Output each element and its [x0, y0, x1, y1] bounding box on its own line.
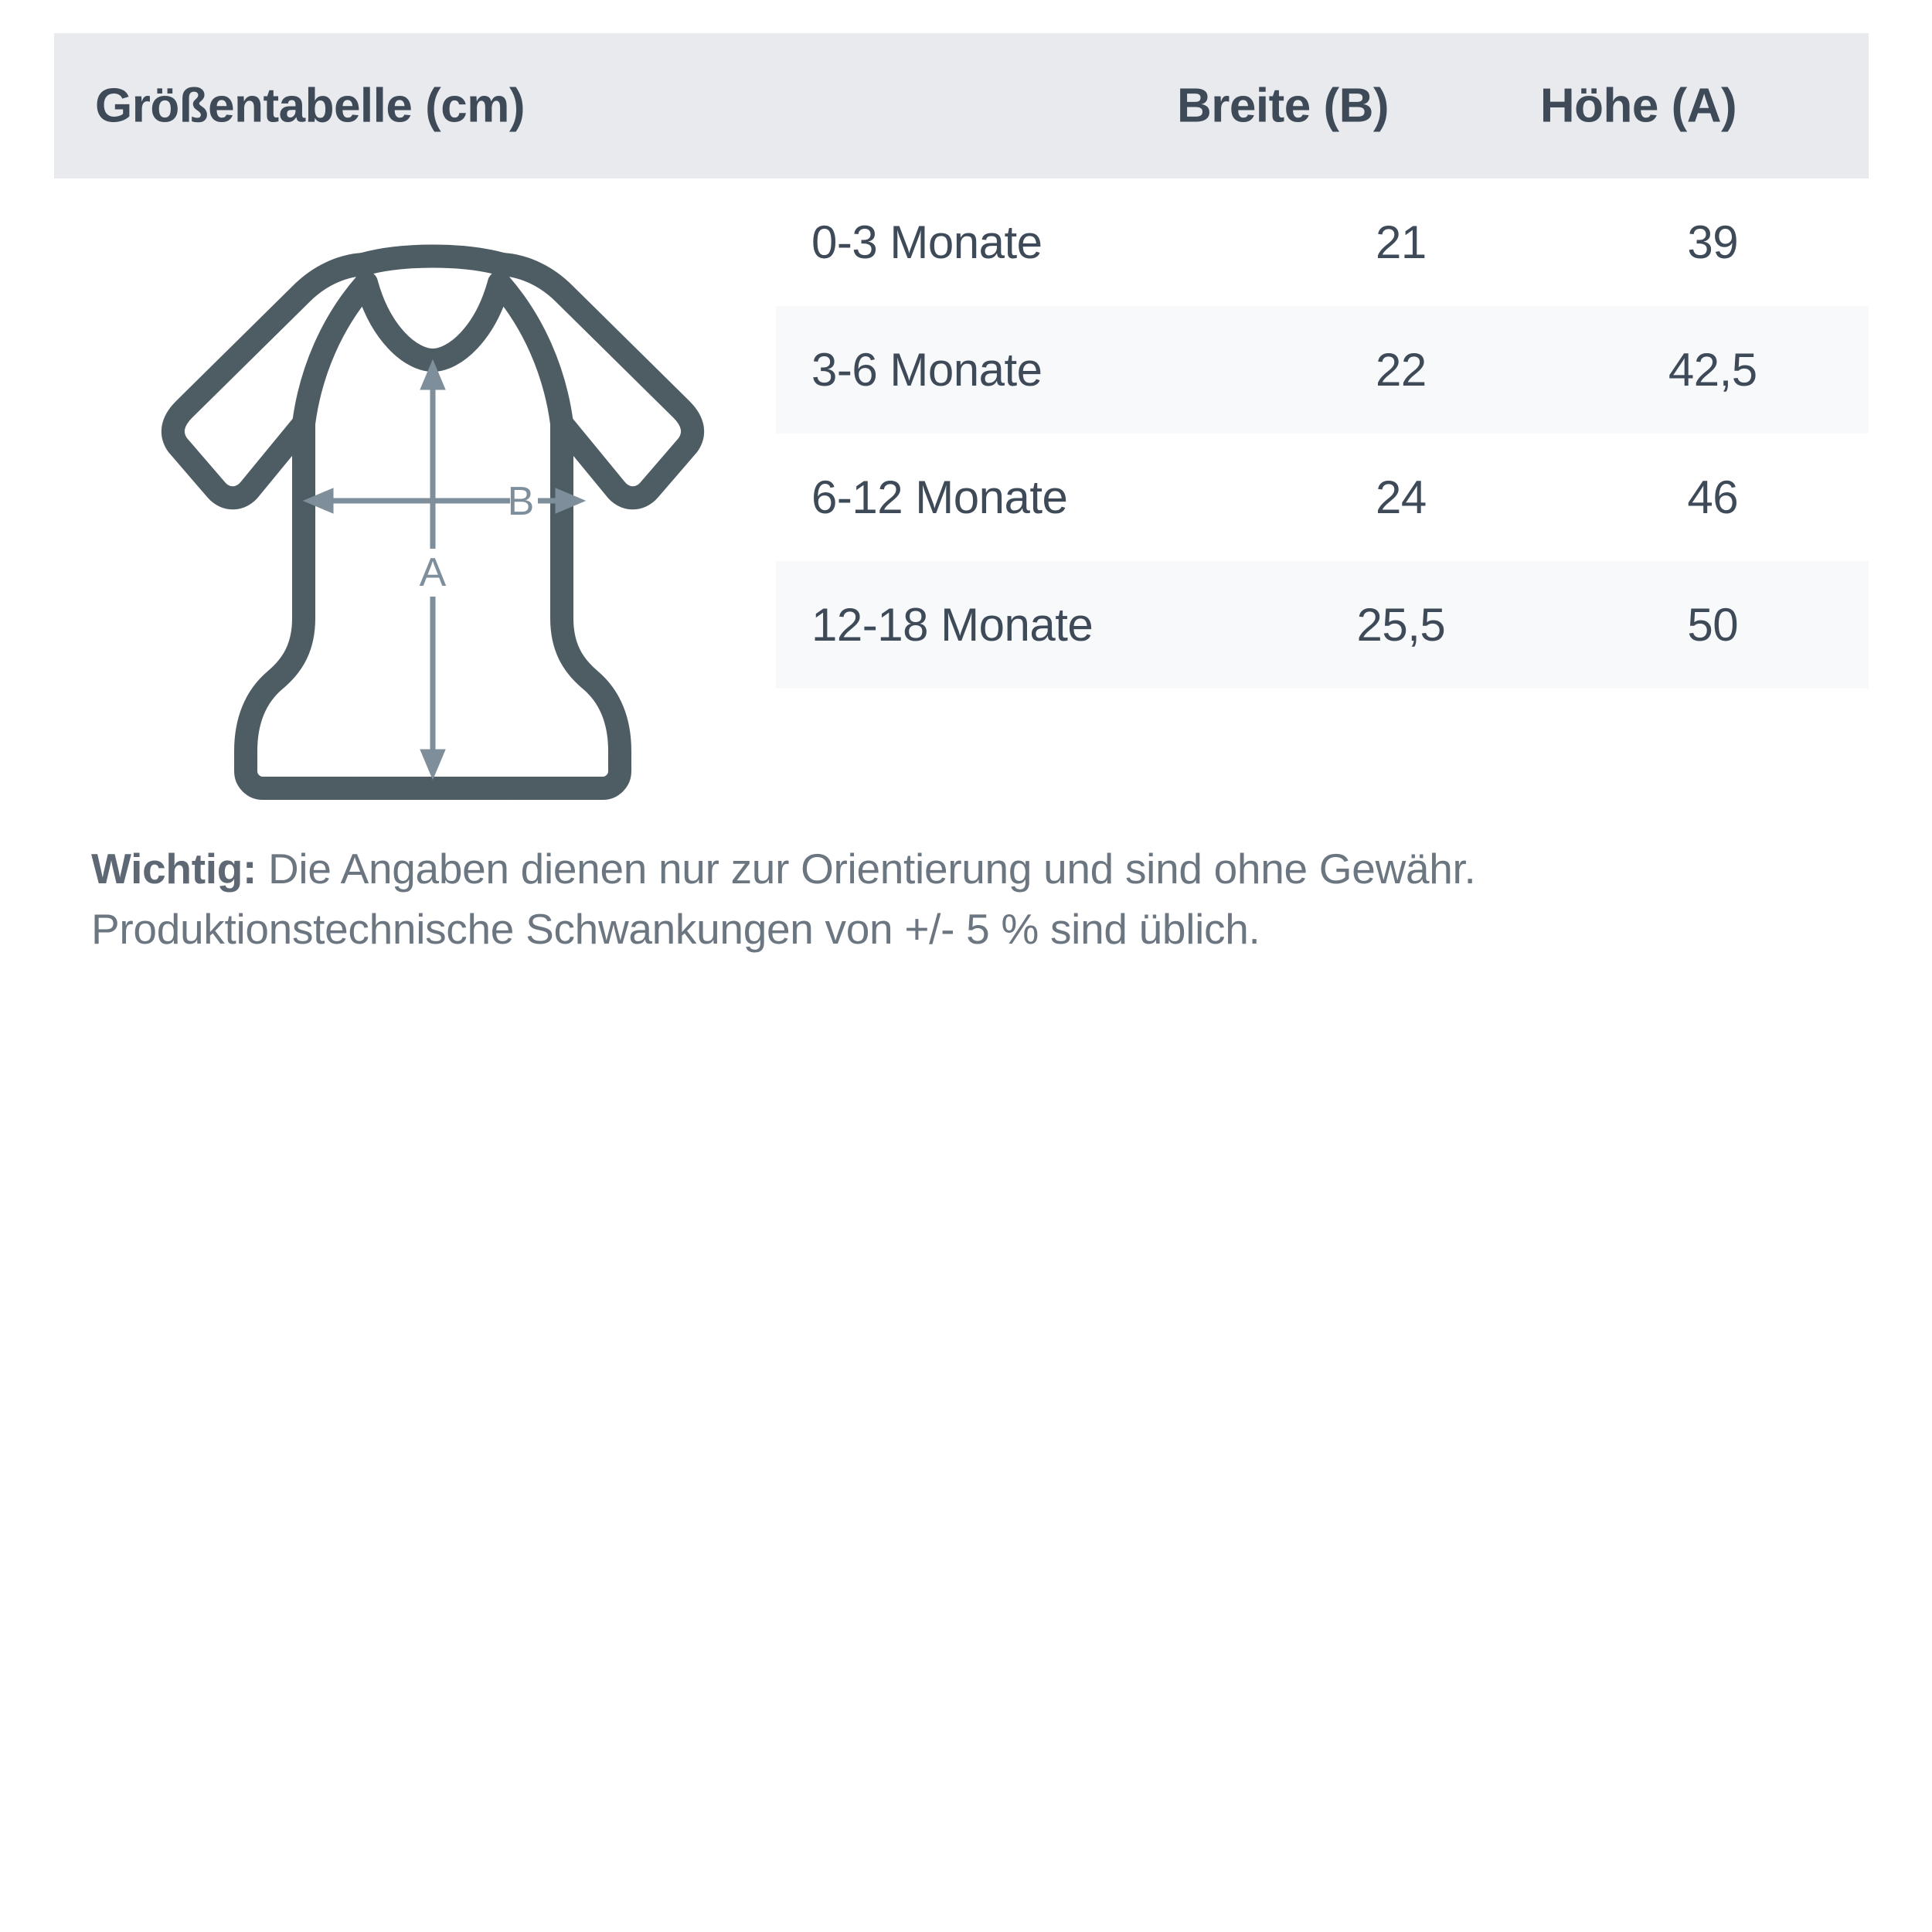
disclaimer-note: Wichtig: Die Angaben dienen nur zur Orie… — [91, 838, 1853, 959]
dimension-label-width: B — [508, 479, 535, 524]
cell-width: 22 — [1375, 344, 1427, 396]
table-header-band: Größentabelle (cm) Breite (B) Höhe (A) — [54, 33, 1869, 179]
size-table: 0-3 Monate 21 39 3-6 Monate 22 42,5 6-12… — [776, 179, 1869, 689]
table-row: 12-18 Monate 25,5 50 — [776, 561, 1869, 689]
cell-size: 3-6 Monate — [811, 344, 1043, 396]
disclaimer-lead: Wichtig: — [91, 845, 257, 893]
cell-width: 24 — [1375, 471, 1427, 523]
table-row: 3-6 Monate 22 42,5 — [776, 306, 1869, 434]
disclaimer-line-1: Die Angaben dienen nur zur Orientierung … — [257, 845, 1476, 893]
column-header-height: Höhe (A) — [1539, 79, 1737, 133]
baby-bodysuit-icon: B A — [108, 216, 757, 804]
cell-height: 39 — [1687, 216, 1739, 268]
dimension-label-height: A — [420, 550, 447, 595]
disclaimer-line-2: Produktionstechnische Schwankungen von +… — [91, 905, 1260, 954]
cell-height: 50 — [1687, 599, 1739, 651]
cell-size: 12-18 Monate — [811, 599, 1094, 651]
column-header-width: Breite (B) — [1176, 79, 1389, 133]
cell-width: 21 — [1375, 216, 1427, 268]
dimension-markers — [302, 359, 587, 781]
table-row: 0-3 Monate 21 39 — [776, 179, 1869, 306]
dimension-arrow-height — [420, 359, 446, 781]
cell-width: 25,5 — [1356, 599, 1446, 651]
cell-height: 46 — [1687, 471, 1739, 523]
cell-size: 0-3 Monate — [811, 216, 1043, 268]
table-row: 6-12 Monate 24 46 — [776, 434, 1869, 561]
cell-size: 6-12 Monate — [811, 471, 1068, 523]
cell-height: 42,5 — [1668, 344, 1757, 396]
page-title: Größentabelle (cm) — [95, 79, 526, 133]
dimension-arrow-width — [302, 488, 587, 514]
